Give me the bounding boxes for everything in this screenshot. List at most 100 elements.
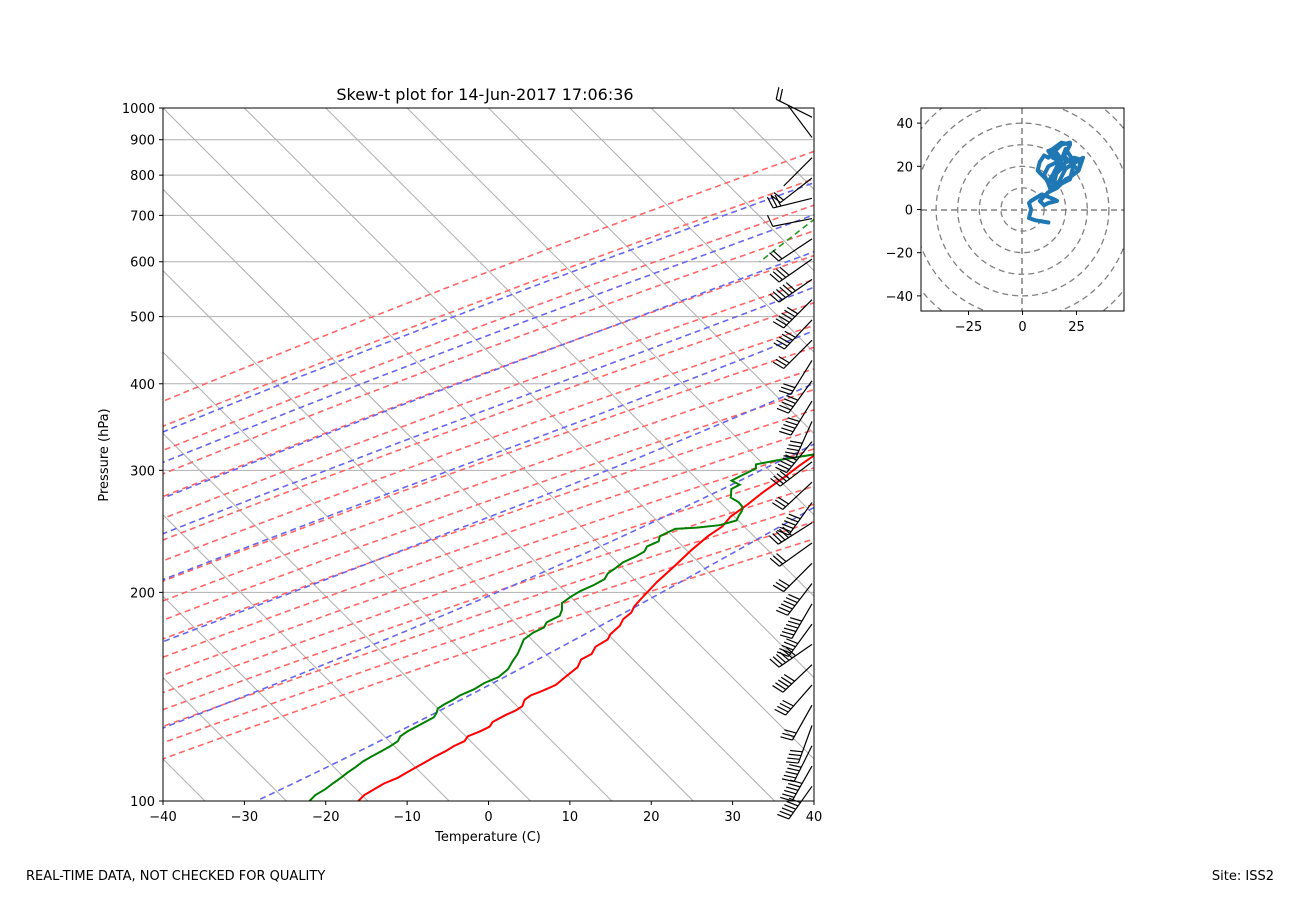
barb-flag (783, 627, 797, 633)
temperature-line (357, 454, 814, 801)
quality-disclaimer: REAL-TIME DATA, NOT CHECKED FOR QUALITY (26, 869, 326, 884)
mixing-ratio-line (1134, 108, 1300, 262)
isotherm-line (488, 108, 814, 435)
barb-flag (766, 196, 774, 209)
barb-staff (787, 105, 813, 138)
barb-flag (789, 440, 803, 444)
hodograph-y-ticks: −40 −20 0 20 40 (886, 117, 921, 305)
isotherm-gridlines (163, 108, 814, 801)
moist-adiabat-line (163, 181, 814, 433)
barb-flag (786, 306, 799, 315)
dry-adiabat-line (163, 409, 814, 640)
barb-flag (788, 753, 802, 757)
barb-flag (776, 407, 789, 414)
dry-adiabat-line (163, 428, 814, 659)
dry-adiabat-line (163, 254, 814, 498)
wind-barb (769, 238, 813, 262)
barb-flag (787, 767, 800, 772)
barb-flag (766, 214, 774, 227)
barb-flag (780, 460, 792, 467)
barb-staff (779, 542, 813, 567)
skewt-frame (162, 107, 815, 802)
barb-flag (790, 749, 803, 753)
barb-flag (780, 603, 793, 610)
barb-flag (785, 647, 796, 657)
barb-staff (786, 441, 813, 473)
barb-staff (790, 360, 813, 395)
wind-barb (776, 583, 813, 616)
x-tick-label: −20 (312, 810, 339, 825)
barb-flag (775, 87, 780, 100)
barb-flag (769, 273, 780, 283)
barb-flag (772, 250, 783, 260)
barb-flag (776, 473, 787, 482)
barb-flag (769, 557, 780, 567)
barb-flag (785, 454, 798, 461)
barb-flag (779, 404, 792, 411)
barb-flag (788, 444, 801, 448)
wind-barb (778, 360, 813, 395)
isotherm-line (813, 108, 814, 109)
skewt-y-label: Pressure (hPa) (97, 408, 112, 501)
wind-barb (772, 299, 813, 329)
wind-barb (769, 278, 813, 303)
barb-flag (772, 271, 783, 281)
x-tick-label: −40 (149, 810, 176, 825)
wind-barb (780, 704, 813, 741)
barb-flag (788, 797, 801, 804)
barb-flag (775, 288, 787, 299)
barb-flag (768, 535, 779, 545)
hodo-x-tick-label: 0 (1018, 320, 1026, 335)
barb-staff (793, 745, 813, 782)
barb-flag (786, 394, 799, 401)
isotherm-line (569, 108, 814, 353)
barb-flag (784, 309, 796, 318)
wind-barb (772, 339, 813, 370)
barb-flag (781, 312, 793, 320)
y-tick-label: 200 (130, 586, 155, 601)
hodograph-trace (1027, 140, 1085, 225)
barb-flag (769, 252, 780, 262)
barb-flag (786, 800, 799, 807)
barb-flag (785, 624, 799, 629)
barb-staff (784, 319, 813, 350)
barb-flag (787, 757, 800, 760)
dry-adiabat-line (163, 150, 814, 403)
barb-flag (778, 528, 789, 539)
barb-flag (772, 584, 785, 593)
barb-flag (777, 496, 789, 505)
skewt-title: Skew-t plot for 14-Jun-2017 17:06:36 (336, 85, 633, 104)
barb-staff (785, 684, 813, 716)
wind-barb (777, 785, 813, 820)
moist-adiabats (163, 181, 814, 801)
wind-barb (774, 684, 813, 716)
barb-flag (783, 398, 796, 404)
barb-flag (788, 593, 801, 600)
barb-flag (773, 342, 785, 350)
barb-flag (787, 417, 800, 423)
isotherm-line (325, 108, 814, 597)
barb-flag (786, 786, 799, 791)
y-tick-label: 300 (130, 464, 155, 479)
barb-flag (784, 729, 797, 734)
x-tick-label: 20 (643, 810, 660, 825)
y-tick-label: 400 (130, 378, 155, 393)
barb-staff (782, 481, 813, 510)
barb-flag (782, 649, 793, 659)
barb-staff (779, 461, 813, 487)
barb-flag (781, 630, 795, 636)
hodo-x-tick-label: −25 (955, 320, 982, 335)
moist-adiabat-line (163, 286, 814, 535)
dry-adiabat-line (163, 324, 814, 562)
wind-barb (770, 461, 813, 487)
skewt-y-ticks: 1000 900 800 700 600 500 400 300 200 100 (122, 102, 163, 810)
barb-flag (775, 358, 787, 367)
barb-flag (780, 796, 793, 802)
mixing-ratio-line (759, 218, 814, 263)
barb-staff (790, 400, 813, 436)
y-tick-label: 1000 (122, 102, 155, 117)
isotherm-line (163, 108, 814, 760)
barb-staff (780, 177, 813, 204)
moist-adiabat-line (163, 329, 814, 581)
barb-flag (779, 88, 784, 102)
